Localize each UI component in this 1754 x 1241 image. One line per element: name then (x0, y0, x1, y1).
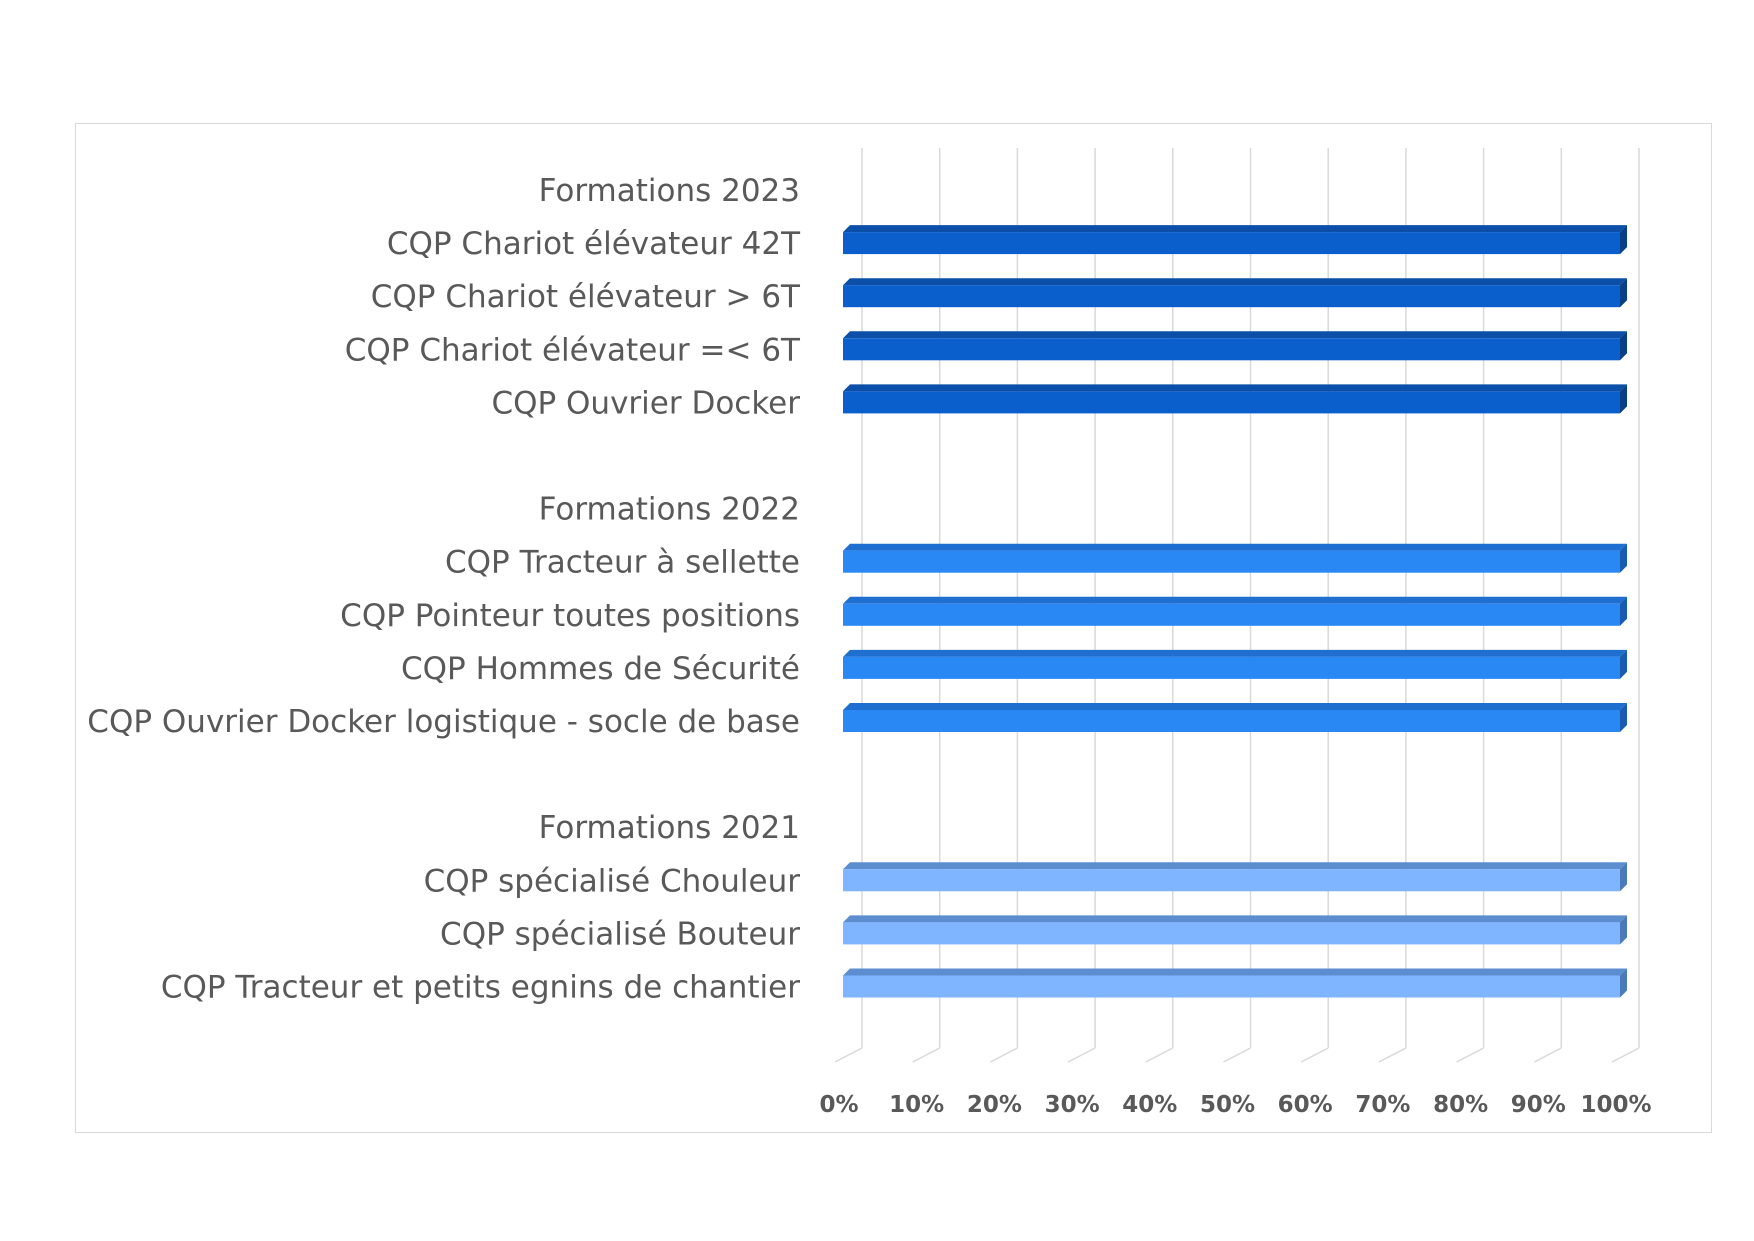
x-tick-label: 80% (1433, 1092, 1488, 1118)
x-axis-ticks: 0% 10% 20% 30% 40% 50% 60% 70% 80% 90% 100% (819, 1092, 1651, 1118)
bar-side-face (1620, 649, 1627, 679)
gridline-floor (990, 1047, 1018, 1063)
bar (843, 915, 1627, 945)
bar (843, 596, 1627, 626)
gridline-floor (1533, 1047, 1562, 1063)
category-label: CQP Tracteur à sellette (445, 545, 800, 581)
bar-front-face (843, 975, 1620, 998)
bar-top-face (843, 862, 1627, 870)
bar-side-face (1620, 331, 1627, 361)
x-tick-label: 60% (1278, 1092, 1333, 1118)
bar-side-face (1620, 596, 1627, 626)
bar-side-face (1620, 915, 1627, 945)
category-label: CQP Ouvrier Docker logistique - socle de… (87, 704, 800, 740)
bar-front-face (843, 338, 1620, 361)
bar (843, 862, 1627, 892)
x-tick-label: 100% (1580, 1092, 1651, 1118)
x-tick-label: 70% (1355, 1092, 1410, 1118)
bar (843, 225, 1627, 255)
bar (843, 278, 1627, 308)
bar-top-face (843, 703, 1627, 710)
category-label: Formations 2021 (539, 810, 800, 846)
bar (843, 703, 1627, 732)
x-tick-label: 30% (1045, 1092, 1100, 1118)
category-label: CQP Hommes de Sécurité (401, 651, 800, 687)
bars (843, 225, 1627, 998)
bar-top-face (843, 915, 1627, 923)
bar-top-face (843, 225, 1627, 233)
category-label: CQP Ouvrier Docker (491, 385, 800, 421)
gridline-floor (1067, 1047, 1096, 1063)
bar (843, 331, 1627, 361)
gridline-floor (912, 1047, 941, 1063)
category-label: CQP Pointeur toutes positions (340, 598, 800, 634)
gridline-floor (1300, 1047, 1329, 1063)
bar-side-face (1620, 384, 1627, 414)
bar-front-face (843, 391, 1620, 414)
x-tick-label: 10% (889, 1092, 944, 1118)
x-tick-label: 40% (1122, 1092, 1177, 1118)
category-label: CQP Tracteur et petits egnins de chantie… (161, 970, 800, 1006)
category-label: CQP spécialisé Bouteur (440, 916, 800, 952)
category-label: Formations 2023 (539, 173, 800, 209)
x-tick-label: 90% (1511, 1092, 1566, 1118)
bar (843, 649, 1627, 679)
bar (843, 543, 1627, 573)
bar-top-face (843, 543, 1627, 551)
bar-front-face (843, 603, 1620, 626)
category-label: CQP Chariot élévateur > 6T (371, 279, 801, 315)
bar-top-face (843, 331, 1627, 339)
x-tick-label: 0% (819, 1092, 858, 1118)
gridline-floor (1378, 1047, 1407, 1063)
category-labels: Formations 2023 CQP Chariot élévateur 42T… (87, 173, 801, 1006)
bar-front-face (843, 710, 1620, 732)
bar-top-face (843, 596, 1627, 604)
bar-side-face (1620, 703, 1627, 732)
category-label: CQP Chariot élévateur 42T (387, 226, 801, 262)
bar-front-face (843, 232, 1620, 255)
bar-top-face (843, 278, 1627, 286)
gridline-floor (1456, 1047, 1484, 1063)
bar-side-face (1620, 968, 1627, 998)
gridline-floor (834, 1047, 863, 1063)
x-tick-label: 50% (1200, 1092, 1255, 1118)
category-label: Formations 2022 (539, 492, 800, 528)
category-label: CQP Chariot élévateur =< 6T (345, 332, 801, 368)
category-label: CQP spécialisé Chouleur (424, 863, 801, 899)
bar (843, 384, 1627, 414)
bar-front-face (843, 285, 1620, 308)
bar-side-face (1620, 278, 1627, 308)
bar-front-face (843, 869, 1620, 892)
gridline-floor (1145, 1047, 1174, 1063)
bar-side-face (1620, 225, 1627, 255)
gridline-floor (1223, 1047, 1251, 1063)
bar-top-face (843, 649, 1627, 657)
bar-top-face (843, 384, 1627, 392)
gridline-floor (1611, 1047, 1640, 1063)
bar (843, 968, 1627, 998)
bar-front-face (843, 922, 1620, 945)
bar-front-face (843, 656, 1620, 679)
bar-front-face (843, 550, 1620, 573)
bar-side-face (1620, 862, 1627, 892)
bar-side-face (1620, 543, 1627, 573)
x-tick-label: 20% (967, 1092, 1022, 1118)
bar-top-face (843, 968, 1627, 976)
